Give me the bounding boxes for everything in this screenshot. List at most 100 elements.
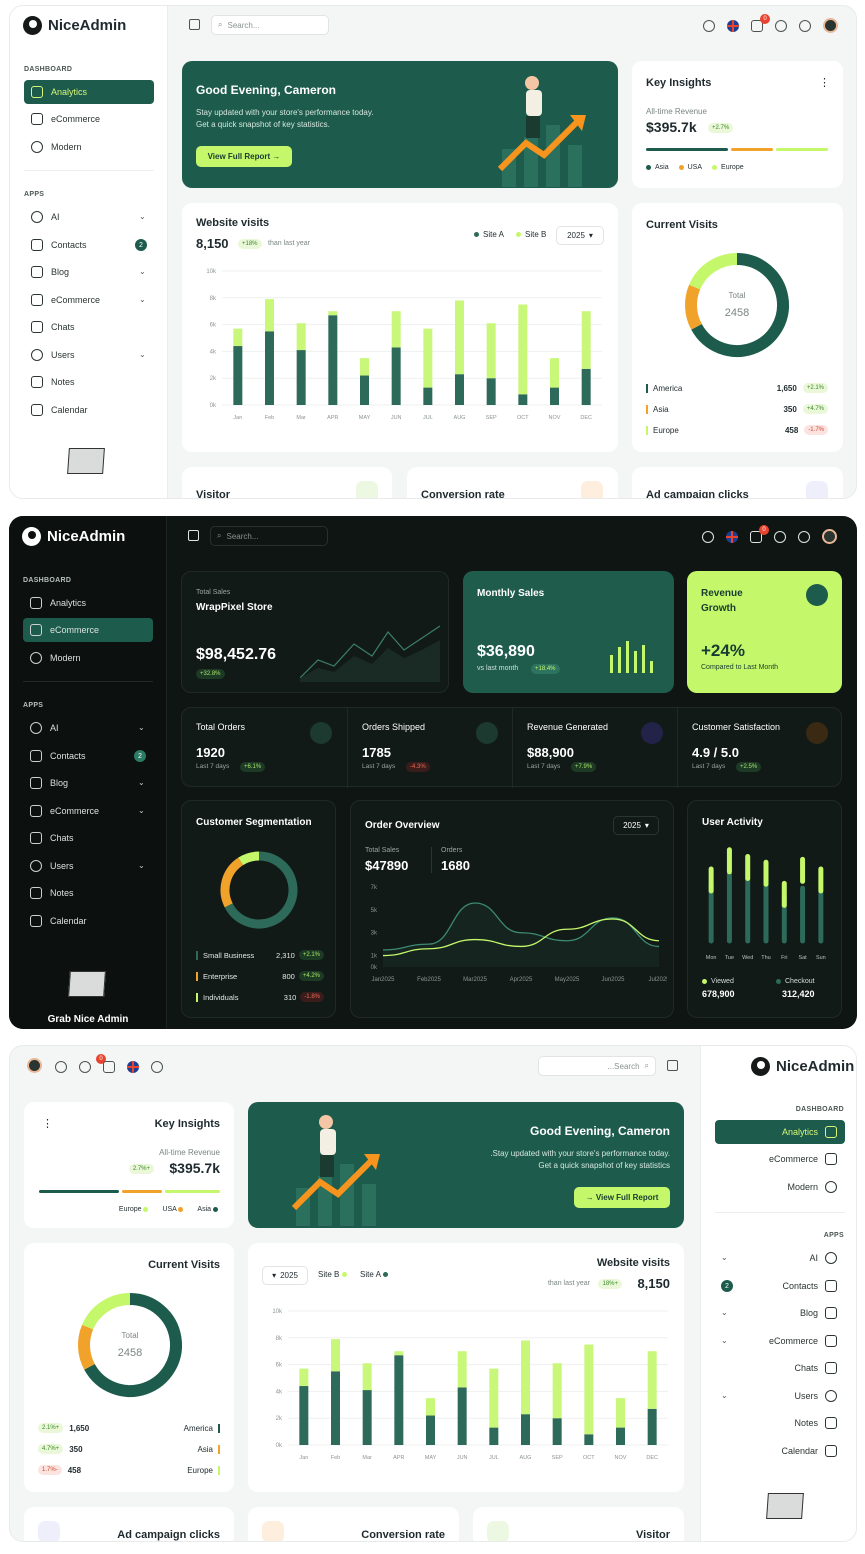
year-select[interactable]: ▾ 2025 — [262, 1266, 308, 1285]
bar-site-a — [296, 350, 306, 405]
website-visits-card: Website visits 8,150 +18% than last year… — [182, 203, 618, 452]
nav-analytics[interactable]: Analytics — [24, 80, 154, 104]
nav-ecommerce[interactable]: eCommerce — [24, 107, 154, 131]
stat-change: +7.9% — [571, 762, 597, 772]
nav-contacts[interactable]: Contacts — [24, 233, 154, 257]
nav-ecommerce-app[interactable]: eCommerce — [24, 288, 154, 312]
uk-flag-icon[interactable] — [726, 531, 738, 543]
nav-blog[interactable]: Blog — [23, 771, 153, 795]
nav-chats[interactable]: Chats — [24, 315, 154, 339]
nav-ai[interactable]: AI — [23, 716, 153, 740]
moon-icon[interactable] — [703, 20, 715, 32]
stat-change: +2.5% — [736, 762, 762, 772]
nav-calendar[interactable]: Calendar — [24, 398, 154, 422]
nav-analytics[interactable]: Analytics — [23, 591, 153, 615]
promo-text[interactable]: Grab Nice Admin — [47, 1014, 129, 1025]
nav-modern[interactable]: Modern — [24, 135, 154, 159]
visits-change: +18% — [238, 239, 262, 249]
nav-notes[interactable]: Notes — [23, 881, 153, 905]
bell-icon[interactable] — [79, 1061, 91, 1073]
nav-blog[interactable]: Blog — [24, 260, 154, 284]
bell-icon[interactable] — [774, 531, 786, 543]
avatar[interactable] — [823, 18, 838, 33]
legend-label: Site B — [525, 230, 547, 239]
donut-total-value: 2458 — [117, 1347, 143, 1359]
notes-icon — [30, 887, 42, 899]
settings-icon[interactable] — [55, 1061, 67, 1073]
settings-icon[interactable] — [798, 531, 810, 543]
nav-chats[interactable]: Chats — [715, 1356, 845, 1380]
brand-logo[interactable]: NiceAdmin — [22, 527, 125, 546]
nav-contacts[interactable]: Contacts — [23, 744, 153, 768]
uk-flag-icon[interactable] — [127, 1061, 139, 1073]
visits-row: Europe 458 1.7%- — [38, 1465, 220, 1475]
nav-label: Users — [51, 350, 75, 360]
section-apps: APPS — [23, 702, 44, 709]
brand-logo[interactable]: NiceAdmin — [751, 1057, 854, 1076]
nav-users[interactable]: Users — [715, 1384, 845, 1408]
sidebar-toggle-icon[interactable] — [188, 530, 199, 541]
nav-users[interactable]: Users — [24, 343, 154, 367]
nav-contacts[interactable]: Contacts — [715, 1274, 845, 1298]
nav-users[interactable]: Users — [23, 854, 153, 878]
bar-site-b — [486, 323, 496, 379]
nav-chats[interactable]: Chats — [23, 826, 153, 850]
sidebar-toggle-icon[interactable] — [667, 1060, 678, 1071]
nav-ecommerce-app[interactable]: eCommerce — [23, 799, 153, 823]
sidebar-toggle-icon[interactable] — [189, 19, 200, 30]
donut-slice — [689, 253, 738, 290]
bell-icon[interactable] — [775, 20, 787, 32]
sun-icon[interactable] — [702, 531, 714, 543]
card-title: Key Insights — [154, 1118, 220, 1130]
nav-calendar[interactable]: Calendar — [23, 909, 153, 933]
user-activity-card: User Activity Mon Tue Wed Thu Fri Sat Sun View… — [687, 800, 842, 1018]
chevron-down-icon: ⌄ — [138, 806, 145, 815]
nav-ecommerce[interactable]: eCommerce — [715, 1147, 845, 1171]
uk-flag-icon[interactable] — [727, 20, 739, 32]
search-input[interactable]: ⌕ Search... — [210, 526, 328, 546]
nav-label: Calendar — [51, 405, 88, 415]
avatar[interactable] — [822, 529, 837, 544]
avatar[interactable] — [27, 1058, 42, 1073]
nav-modern[interactable]: Modern — [23, 646, 153, 670]
legend-europe: Europe — [119, 1206, 153, 1213]
stat-value: 4.9 / 5.0 — [692, 745, 739, 760]
donut-slice — [82, 1293, 131, 1330]
view-report-button[interactable]: → View Full Report — [574, 1187, 670, 1208]
settings-icon[interactable] — [799, 20, 811, 32]
cart-icon[interactable] — [750, 531, 762, 543]
more-icon[interactable]: ⋮ — [42, 1118, 53, 1130]
insights-legend: Europe USA Asia — [119, 1206, 222, 1213]
nav-ai[interactable]: AI — [24, 205, 154, 229]
brand-logo[interactable]: NiceAdmin — [23, 16, 126, 35]
nav-notes[interactable]: Notes — [24, 370, 154, 394]
year-select[interactable]: 2025 ▾ — [556, 226, 604, 245]
box-illustration — [67, 448, 105, 474]
nav-ai[interactable]: AI — [715, 1246, 845, 1270]
nav-notes[interactable]: Notes — [715, 1411, 845, 1435]
nav-ecommerce-app[interactable]: eCommerce — [715, 1329, 845, 1353]
view-report-button[interactable]: View Full Report → — [196, 146, 292, 167]
nav-blog[interactable]: Blog — [715, 1301, 845, 1325]
year-select[interactable]: 2025 ▾ — [613, 816, 659, 835]
bar-site-a — [647, 1408, 657, 1445]
bar-site-b — [233, 328, 243, 347]
basket-icon — [825, 1153, 837, 1165]
nav-analytics[interactable]: Analytics — [715, 1120, 845, 1144]
search-input[interactable]: ⌕ Search... — [211, 15, 329, 35]
moon-icon[interactable] — [151, 1061, 163, 1073]
cart-icon[interactable] — [751, 20, 763, 32]
search-input[interactable]: ...Search ⌕ — [538, 1056, 656, 1076]
nav-ecommerce[interactable]: eCommerce — [23, 618, 153, 642]
y-tick-label: 0k — [210, 403, 217, 409]
key-insights-card: Key Insights ⋮ All-time Revenue $395.7k … — [632, 61, 843, 188]
cart-icon[interactable] — [103, 1061, 115, 1073]
legend-label: Europe — [721, 164, 744, 171]
donut-total-label: Total — [728, 291, 746, 300]
more-icon[interactable]: ⋮ — [819, 77, 830, 89]
box-icon — [806, 481, 828, 498]
nav-modern[interactable]: Modern — [715, 1175, 845, 1199]
row-change: +4.2% — [298, 971, 324, 981]
nav-calendar[interactable]: Calendar — [715, 1439, 845, 1463]
chart-icon — [31, 86, 43, 98]
